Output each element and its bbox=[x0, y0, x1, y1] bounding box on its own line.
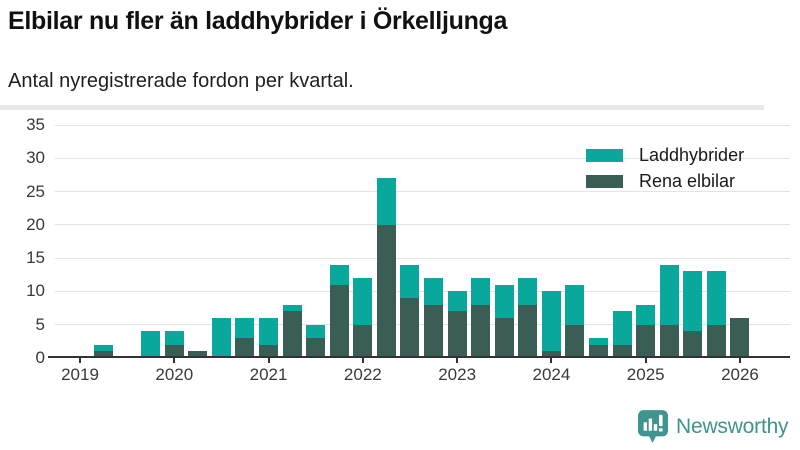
y-axis-label: 30 bbox=[26, 148, 45, 168]
legend-item-rena-elbilar: Rena elbilar bbox=[586, 168, 744, 194]
x-axis-label: 2021 bbox=[249, 365, 288, 384]
bar-segment-rena-elbilar bbox=[659, 324, 679, 358]
bar-segment-rena-elbilar bbox=[494, 318, 514, 358]
bar-segment-laddhybrider bbox=[541, 291, 561, 352]
bar-segment-laddhybrider bbox=[683, 271, 703, 332]
x-axis-label: 2023 bbox=[438, 365, 477, 384]
gridline bbox=[55, 157, 790, 159]
bar-segment-rena-elbilar bbox=[683, 331, 703, 358]
y-axis-label: 0 bbox=[35, 348, 45, 367]
bar-segment-laddhybrider bbox=[306, 324, 326, 339]
y-axis-label: 35 bbox=[26, 115, 45, 134]
y-axis-label: 15 bbox=[26, 248, 45, 268]
bar-segment-rena-elbilar bbox=[94, 351, 114, 358]
bar-segment-rena-elbilar bbox=[164, 344, 184, 358]
gridline bbox=[55, 257, 790, 259]
bar-segment-rena-elbilar bbox=[400, 298, 420, 358]
bar-segment-laddhybrider bbox=[259, 318, 279, 345]
bar-segment-laddhybrider bbox=[329, 264, 349, 285]
legend-swatch-rena-elbilar bbox=[586, 174, 623, 188]
bar-segment-rena-elbilar bbox=[636, 324, 656, 358]
bar-segment-laddhybrider bbox=[94, 344, 114, 352]
bar-segment-rena-elbilar bbox=[424, 304, 444, 358]
gridline bbox=[55, 124, 790, 126]
bar-segment-laddhybrider bbox=[424, 278, 444, 305]
gridline bbox=[55, 224, 790, 226]
x-axis-label: 2025 bbox=[626, 365, 665, 384]
x-axis-label: 2020 bbox=[155, 365, 194, 384]
bar-segment-rena-elbilar bbox=[612, 344, 632, 358]
bar-segment-rena-elbilar bbox=[306, 338, 326, 358]
bar-segment-laddhybrider bbox=[235, 318, 255, 339]
bar-segment-laddhybrider bbox=[376, 178, 396, 225]
chart-subtitle: Antal nyregistrerade fordon per kvartal. bbox=[8, 70, 354, 92]
x-axis-label: 2022 bbox=[343, 365, 382, 384]
bar-segment-laddhybrider bbox=[636, 304, 656, 325]
bar-segment-rena-elbilar bbox=[259, 344, 279, 358]
bar-segment-rena-elbilar bbox=[282, 311, 302, 358]
y-axis-label: 20 bbox=[26, 214, 45, 234]
x-axis-baseline bbox=[48, 356, 790, 358]
gridline bbox=[55, 290, 790, 292]
x-axis-label: 2019 bbox=[61, 365, 99, 384]
bar-segment-laddhybrider bbox=[141, 331, 161, 358]
legend-swatch-laddhybrider bbox=[586, 148, 623, 162]
bar-segment-laddhybrider bbox=[282, 304, 302, 312]
x-axis-label: 2026 bbox=[721, 365, 759, 384]
bar-segment-rena-elbilar bbox=[706, 324, 726, 358]
bar-segment-rena-elbilar bbox=[329, 284, 349, 358]
x-axis-label: 2024 bbox=[532, 365, 571, 384]
bar-segment-laddhybrider bbox=[211, 318, 231, 358]
bar-segment-rena-elbilar bbox=[188, 351, 208, 358]
bar-segment-laddhybrider bbox=[706, 271, 726, 325]
bar-segment-rena-elbilar bbox=[565, 324, 585, 358]
y-axis-label: 5 bbox=[35, 314, 45, 334]
bar-segment-rena-elbilar bbox=[541, 351, 561, 358]
newsworthy-logo[interactable]: Newsworthy bbox=[638, 410, 789, 444]
legend-item-laddhybrider: Laddhybrider bbox=[586, 142, 744, 168]
bar-segment-rena-elbilar bbox=[730, 318, 750, 358]
bar-segment-laddhybrider bbox=[659, 264, 679, 325]
page-title: Elbilar nu fler än laddhybrider i Örkell… bbox=[8, 7, 508, 35]
bar-segment-rena-elbilar bbox=[376, 224, 396, 358]
bar-segment-laddhybrider bbox=[471, 278, 491, 305]
legend-label: Rena elbilar bbox=[639, 170, 736, 191]
x-axis-tick bbox=[267, 358, 270, 363]
bar-segment-rena-elbilar bbox=[447, 311, 467, 358]
bar-segment-laddhybrider bbox=[612, 311, 632, 345]
x-axis-tick bbox=[456, 358, 459, 363]
newsworthy-wordmark: Newsworthy bbox=[676, 415, 789, 438]
x-axis-tick bbox=[644, 358, 647, 363]
bar-segment-laddhybrider bbox=[164, 331, 184, 345]
x-axis-tick bbox=[173, 358, 176, 363]
bar-segment-laddhybrider bbox=[353, 278, 373, 325]
y-axis-label: 25 bbox=[26, 181, 45, 201]
bar-segment-laddhybrider bbox=[494, 284, 514, 319]
bar-segment-laddhybrider bbox=[447, 291, 467, 312]
bar-segment-rena-elbilar bbox=[589, 344, 609, 358]
gridline bbox=[55, 191, 790, 193]
newsworthy-bubble-chart-icon bbox=[638, 410, 668, 444]
y-axis-label: 10 bbox=[26, 281, 45, 301]
bar-segment-laddhybrider bbox=[400, 264, 420, 299]
bar-segment-rena-elbilar bbox=[235, 338, 255, 358]
divider bbox=[0, 105, 764, 110]
x-axis-tick bbox=[550, 358, 553, 363]
bar-segment-rena-elbilar bbox=[518, 304, 538, 358]
bar-segment-rena-elbilar bbox=[471, 304, 491, 358]
bar-segment-rena-elbilar bbox=[353, 324, 373, 358]
x-axis-tick bbox=[361, 358, 364, 363]
legend: Laddhybrider Rena elbilar bbox=[586, 142, 744, 194]
bar-segment-laddhybrider bbox=[565, 284, 585, 325]
bar-segment-laddhybrider bbox=[518, 278, 538, 305]
legend-label: Laddhybrider bbox=[639, 144, 745, 165]
x-axis-tick bbox=[79, 358, 81, 363]
bar-segment-laddhybrider bbox=[589, 338, 609, 345]
gridline bbox=[55, 324, 790, 326]
x-axis-tick bbox=[738, 358, 741, 363]
